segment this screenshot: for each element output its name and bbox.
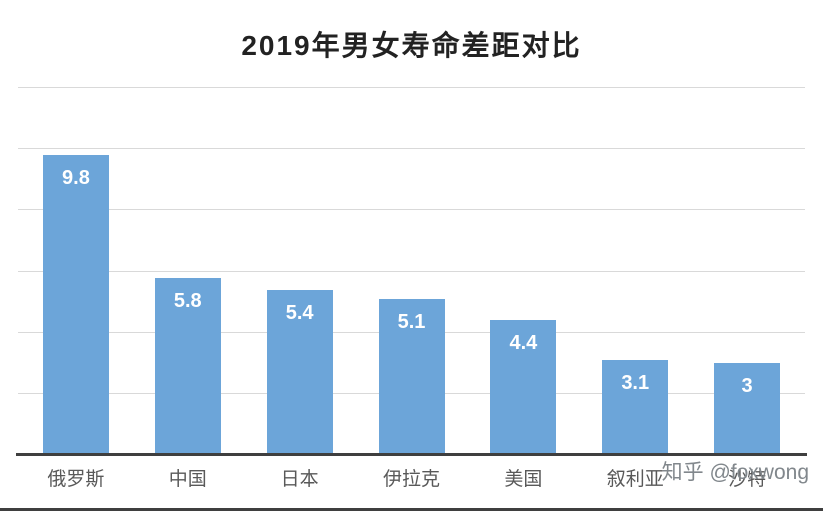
bar-value-label: 3.1	[621, 372, 650, 395]
gridline	[18, 270, 805, 272]
x-axis-line	[16, 453, 807, 456]
bar: 5.8	[154, 277, 221, 455]
bar: 3	[714, 363, 781, 455]
category-label: 伊拉克	[383, 469, 441, 490]
watermark: 知乎 @foxwong	[661, 461, 809, 484]
bar-column: 3	[691, 88, 803, 455]
category-label: 日本	[280, 469, 319, 490]
category-label: 中国	[168, 469, 207, 490]
category-label: 美国	[504, 469, 543, 490]
bar: 5.1	[378, 299, 445, 455]
bar-value-label: 5.1	[397, 311, 426, 334]
category-label: 叙利亚	[606, 469, 664, 490]
bar-value-label: 3	[741, 375, 753, 398]
chart-title: 2019年男女寿命差距对比	[241, 30, 582, 61]
plot-area: 9.8 5.8 5.4 5.1 4.4 3.1 3	[16, 87, 807, 456]
bar-value-label: 5.8	[173, 289, 202, 312]
bar-value-label: 9.8	[62, 167, 90, 190]
bars-container: 9.8 5.8 5.4 5.1 4.4 3.1 3	[20, 88, 803, 455]
bar: 3.1	[602, 360, 669, 455]
bar: 9.8	[42, 155, 109, 455]
bar-column: 5.1	[356, 88, 468, 455]
bar: 5.4	[266, 289, 333, 455]
gridline	[18, 148, 805, 150]
gridline	[18, 209, 805, 211]
bar-column: 5.4	[244, 88, 356, 455]
bar-value-label: 5.4	[285, 301, 314, 324]
bar-column: 3.1	[579, 88, 691, 455]
bar-column: 9.8	[20, 88, 132, 455]
category-label: 沙特	[728, 469, 767, 490]
gridline	[18, 87, 805, 88]
bar: 4.4	[490, 320, 557, 455]
bar-column: 5.8	[132, 88, 244, 455]
category-labels: 俄罗斯 中国 日本 伊拉克 美国 叙利亚 沙特	[20, 464, 803, 491]
category-label: 俄罗斯	[47, 469, 105, 490]
bar-value-label: 4.4	[509, 332, 538, 355]
bar-column: 4.4	[467, 88, 579, 455]
